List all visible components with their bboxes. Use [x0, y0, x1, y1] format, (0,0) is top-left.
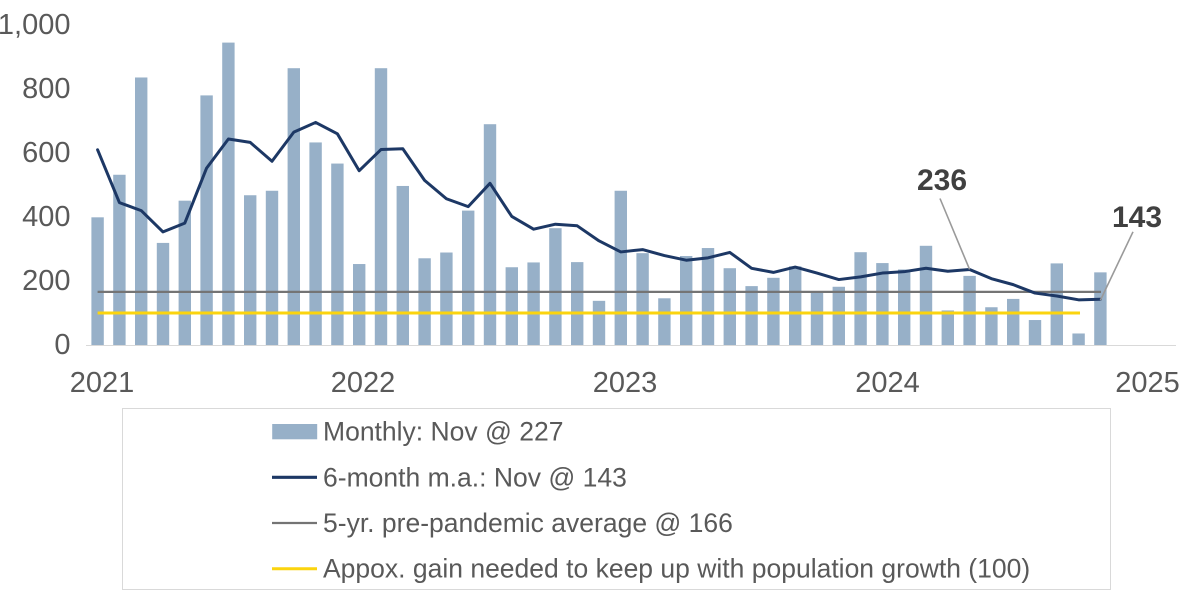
svg-text:400: 400: [22, 201, 70, 233]
svg-text:200: 200: [22, 265, 70, 297]
svg-text:6-month m.a.: Nov @ 143: 6-month m.a.: Nov @ 143: [323, 462, 627, 492]
svg-text:236: 236: [917, 164, 967, 197]
svg-text:143: 143: [1112, 201, 1162, 234]
svg-text:2025: 2025: [1115, 367, 1180, 399]
svg-text:Appox. gain needed to keep up: Appox. gain needed to keep up with popul…: [323, 554, 1030, 584]
svg-text:2021: 2021: [70, 367, 135, 399]
svg-text:0: 0: [54, 329, 70, 361]
svg-text:800: 800: [22, 73, 70, 105]
svg-text:1,000: 1,000: [0, 9, 71, 41]
svg-text:Monthly: Nov @ 227: Monthly: Nov @ 227: [323, 417, 563, 447]
svg-text:600: 600: [22, 137, 70, 169]
svg-text:2024: 2024: [855, 367, 920, 399]
svg-text:2023: 2023: [593, 367, 658, 399]
svg-text:2022: 2022: [331, 367, 396, 399]
svg-text:5-yr. pre-pandemic average @ 1: 5-yr. pre-pandemic average @ 166: [323, 508, 733, 538]
